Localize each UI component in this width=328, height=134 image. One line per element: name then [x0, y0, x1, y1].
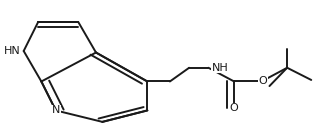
- Text: O: O: [230, 103, 238, 113]
- Text: N: N: [51, 105, 60, 116]
- Text: O: O: [259, 77, 267, 86]
- Text: NH: NH: [212, 63, 228, 73]
- Text: HN: HN: [4, 46, 20, 56]
